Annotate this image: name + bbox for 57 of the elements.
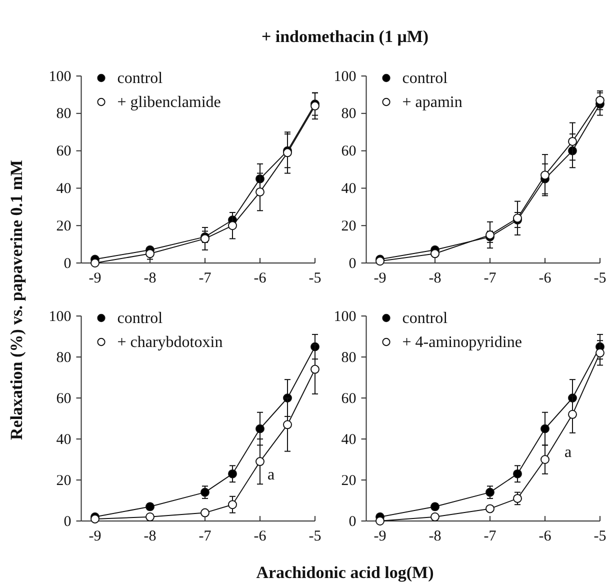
y-tick-label: 100	[48, 308, 72, 325]
y-tick-label: 0	[348, 514, 356, 530]
y-tick-label: 60	[341, 144, 356, 160]
x-tick-label: -8	[428, 528, 442, 545]
x-tick-label: -6	[538, 270, 552, 287]
y-tick-label: 100	[48, 68, 72, 85]
legend-label: control	[117, 310, 164, 327]
x-tick-label: -9	[88, 270, 102, 287]
y-tick-label: 100	[334, 68, 356, 85]
x-tick-label: -6	[254, 270, 267, 287]
y-tick-label: 40	[341, 181, 356, 197]
x-axis-title: Arachidonic acid log(M)	[256, 563, 434, 582]
legend-label: control	[117, 70, 164, 87]
legend-label: control	[402, 310, 448, 327]
x-tick-label: -8	[428, 270, 442, 287]
y-tick-label: 20	[56, 472, 72, 489]
x-tick-label: -7	[484, 270, 497, 287]
legend-label: + glibenclamide	[117, 94, 221, 111]
y-tick-label: 40	[56, 181, 72, 197]
x-tick-label: -5	[308, 528, 322, 545]
y-tick-label: 0	[64, 514, 72, 530]
x-tick-label: -7	[198, 528, 212, 545]
x-tick-label: -6	[538, 528, 552, 545]
x-tick-label: -8	[144, 528, 156, 545]
y-tick-label: 40	[341, 432, 356, 448]
y-tick-label: 80	[341, 106, 356, 122]
chart-title: + indomethacin (1 μM)	[261, 27, 429, 46]
x-tick-label: -5	[594, 270, 606, 287]
x-tick-label: -9	[88, 528, 102, 545]
note-label: a	[564, 444, 572, 461]
y-tick-label: 80	[56, 350, 72, 366]
y-tick-label: 60	[56, 144, 72, 160]
y-tick-label: 80	[56, 106, 72, 122]
y-tick-label: 0	[64, 256, 72, 272]
y-tick-label: 20	[341, 472, 356, 489]
x-tick-label: -9	[374, 528, 386, 545]
x-tick-label: -7	[484, 528, 497, 545]
x-tick-label: -6	[254, 528, 267, 545]
legend-label: + apamin	[402, 94, 462, 111]
note-label: a	[267, 466, 275, 484]
x-tick-label: -9	[374, 270, 386, 287]
y-tick-label: 60	[56, 390, 72, 407]
y-tick-label: 20	[56, 218, 72, 234]
legend-label: + charybdotoxin	[117, 334, 223, 351]
legend-label: control	[402, 70, 448, 87]
y-tick-label: 0	[348, 256, 356, 272]
y-tick-label: 20	[341, 218, 356, 234]
legend-label: + 4-aminopyridine	[402, 334, 522, 351]
x-tick-label: -8	[144, 270, 156, 287]
y-tick-label: 60	[341, 390, 356, 407]
x-tick-label: -5	[594, 528, 606, 545]
y-axis-title: Relaxation (%) vs. papaverine 0.1 mM	[7, 160, 26, 440]
x-tick-label: -7	[198, 270, 212, 287]
y-tick-label: 100	[334, 308, 356, 325]
y-tick-label: 40	[56, 432, 72, 448]
x-tick-label: -5	[308, 270, 322, 287]
y-tick-label: 80	[341, 350, 356, 366]
